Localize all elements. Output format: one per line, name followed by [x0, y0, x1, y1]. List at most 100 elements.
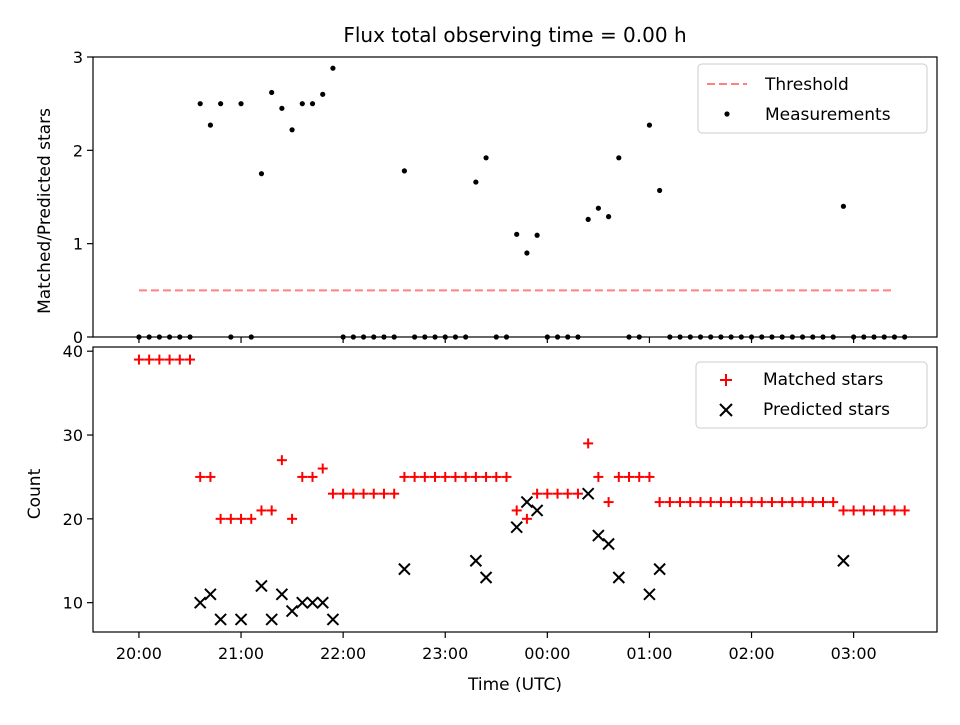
- predicted-point: [837, 554, 850, 567]
- matched-point: [184, 354, 195, 365]
- measurement-point: [289, 127, 295, 133]
- measurement-point: [238, 101, 244, 107]
- measurement-point: [810, 334, 816, 340]
- measurement-point: [565, 334, 571, 340]
- measurement-point: [902, 334, 908, 340]
- measurement-point: [554, 334, 561, 340]
- matched-point: [491, 471, 502, 482]
- matched-point: [613, 471, 624, 482]
- measurement-point: [330, 65, 336, 71]
- measurement-point: [401, 168, 407, 174]
- matched-point: [542, 488, 553, 499]
- measurement-point: [371, 334, 377, 340]
- matched-point: [521, 513, 532, 524]
- bottom-plot-frame: [92, 346, 938, 633]
- bottom-y-axis-ticks: 10 20 30 40: [63, 342, 93, 613]
- matched-point: [705, 497, 716, 508]
- predicted-stars-series: [193, 487, 850, 626]
- matched-point: [358, 488, 369, 499]
- matched-point: [327, 488, 338, 499]
- matched-point: [236, 513, 247, 524]
- predicted-point: [592, 529, 605, 542]
- matched-point: [501, 471, 512, 482]
- x-tick-label: 03:00: [831, 644, 877, 663]
- predicted-point: [234, 613, 248, 626]
- chart-title: Flux total observing time = 0.00 h: [343, 23, 686, 47]
- measurement-point: [728, 334, 734, 340]
- measurement-point: [493, 334, 499, 340]
- bottom-y-tick-label: 30: [63, 426, 83, 445]
- top-y-tick-label: 3: [73, 48, 83, 67]
- measurement-point: [575, 334, 581, 340]
- matched-point: [225, 513, 236, 524]
- measurements-series: [136, 65, 908, 340]
- matched-point: [133, 354, 144, 365]
- predicted-point: [653, 562, 666, 576]
- bottom-y-tick-label: 40: [63, 342, 83, 361]
- matched-point: [685, 497, 696, 508]
- measurement-point: [595, 205, 601, 211]
- measurement-point: [136, 334, 142, 340]
- matched-point: [828, 497, 839, 508]
- bottom-x-axis-ticks: 20:00 21:00 22:00 23:00 00:00 01:00 02:00 03:00: [116, 632, 877, 663]
- measurement-point: [177, 334, 183, 340]
- matched-point: [205, 471, 216, 482]
- matched-point: [695, 497, 706, 508]
- predicted-point: [316, 596, 329, 609]
- x-tick-label: 21:00: [218, 644, 264, 663]
- matched-point: [307, 471, 318, 482]
- measurement-point: [851, 334, 857, 340]
- predicted-point: [306, 596, 319, 609]
- matched-point: [654, 497, 665, 508]
- bottom-y-tick-label: 20: [63, 510, 83, 529]
- bottom-legend-box: [695, 361, 928, 429]
- matched-point: [879, 505, 890, 516]
- predicted-point: [398, 562, 411, 576]
- predicted-point: [193, 596, 207, 609]
- matched-point: [777, 497, 788, 508]
- x-tick-label: 01:00: [626, 644, 672, 663]
- measurement-point: [697, 334, 704, 340]
- predicted-point: [255, 579, 268, 593]
- matched-point: [644, 471, 655, 482]
- matched-point: [470, 471, 481, 482]
- matched-point: [603, 497, 614, 508]
- measurement-point: [350, 334, 356, 340]
- measurement-point: [759, 334, 765, 340]
- predicted-point: [204, 588, 217, 601]
- legend-matched-label: Matched stars: [763, 370, 883, 390]
- measurement-point: [187, 334, 193, 340]
- legend-measurements-label: Measurements: [765, 105, 891, 125]
- matched-point: [858, 505, 869, 516]
- bottom-y-tick-label: 10: [63, 594, 83, 613]
- matched-point: [276, 455, 287, 466]
- measurement-point: [432, 334, 438, 340]
- measurement-point: [391, 334, 397, 340]
- measurement-point: [871, 334, 877, 340]
- top-y-axis-label: Matched/Predicted stars: [35, 108, 55, 314]
- matched-point: [144, 354, 155, 365]
- matched-point: [430, 471, 441, 482]
- top-y-tick-label: 2: [73, 141, 83, 160]
- measurement-point: [320, 91, 326, 97]
- matched-point: [287, 513, 298, 524]
- measurement-point: [769, 334, 775, 340]
- matched-point: [266, 505, 277, 516]
- matched-stars-series: [133, 354, 910, 524]
- measurement-point: [677, 334, 683, 340]
- matched-point: [440, 471, 451, 482]
- measurement-point: [779, 334, 785, 340]
- matched-point: [368, 488, 379, 499]
- x-tick-label: 23:00: [422, 644, 468, 663]
- legend-measurements-swatch: [724, 111, 730, 117]
- legend-threshold-label: Threshold: [764, 75, 849, 95]
- matched-point: [552, 488, 563, 499]
- predicted-point: [510, 521, 523, 534]
- measurement-point: [799, 334, 806, 340]
- measurement-point: [381, 334, 387, 340]
- matched-point: [797, 497, 808, 508]
- x-tick-label: 22:00: [320, 644, 366, 663]
- matched-point: [848, 505, 859, 516]
- measurement-point: [340, 334, 346, 340]
- measurement-point: [218, 101, 224, 107]
